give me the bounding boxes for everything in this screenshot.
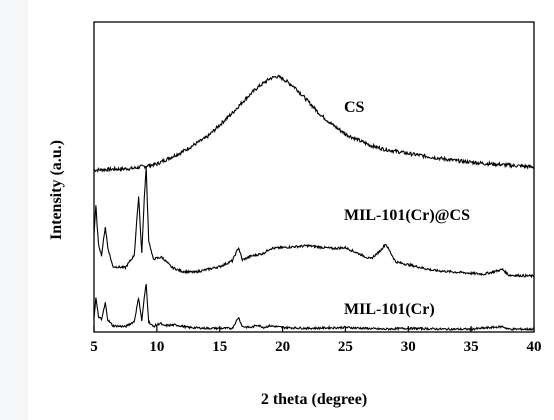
series-line — [93, 284, 535, 332]
series-label: MIL-101(Cr) — [344, 301, 435, 318]
x-tick-label: 15 — [212, 339, 227, 355]
y-axis-title: Intensity (a.u.) — [48, 140, 65, 240]
x-tick-label: 20 — [275, 339, 290, 355]
x-axis-ticks: 5 10 15 20 25 30 35 40 — [90, 326, 542, 355]
series-label: MIL-101(Cr)@CS — [344, 207, 470, 224]
series-line — [93, 74, 535, 174]
x-tick-label: 35 — [464, 339, 479, 355]
series-labels: CS MIL-101(Cr)@CS MIL-101(Cr) — [344, 99, 470, 318]
plot-frame — [93, 21, 535, 333]
x-tick-label: 5 — [90, 339, 98, 355]
figure-panel: 5 10 15 20 25 30 35 40 CS MIL-101(Cr)@CS MIL-101(… — [28, 0, 554, 420]
series-label: CS — [344, 99, 365, 116]
x-tick-label: 25 — [338, 339, 353, 355]
series-layer — [93, 74, 535, 332]
x-tick-label: 10 — [149, 339, 164, 355]
xrd-line-chart: 5 10 15 20 25 30 35 40 CS MIL-101(Cr)@CS MIL-101(… — [48, 21, 542, 408]
x-axis-title: 2 theta (degree) — [261, 391, 367, 408]
x-tick-label: 40 — [527, 339, 542, 355]
x-tick-label: 30 — [401, 339, 416, 355]
series-line — [93, 166, 535, 279]
